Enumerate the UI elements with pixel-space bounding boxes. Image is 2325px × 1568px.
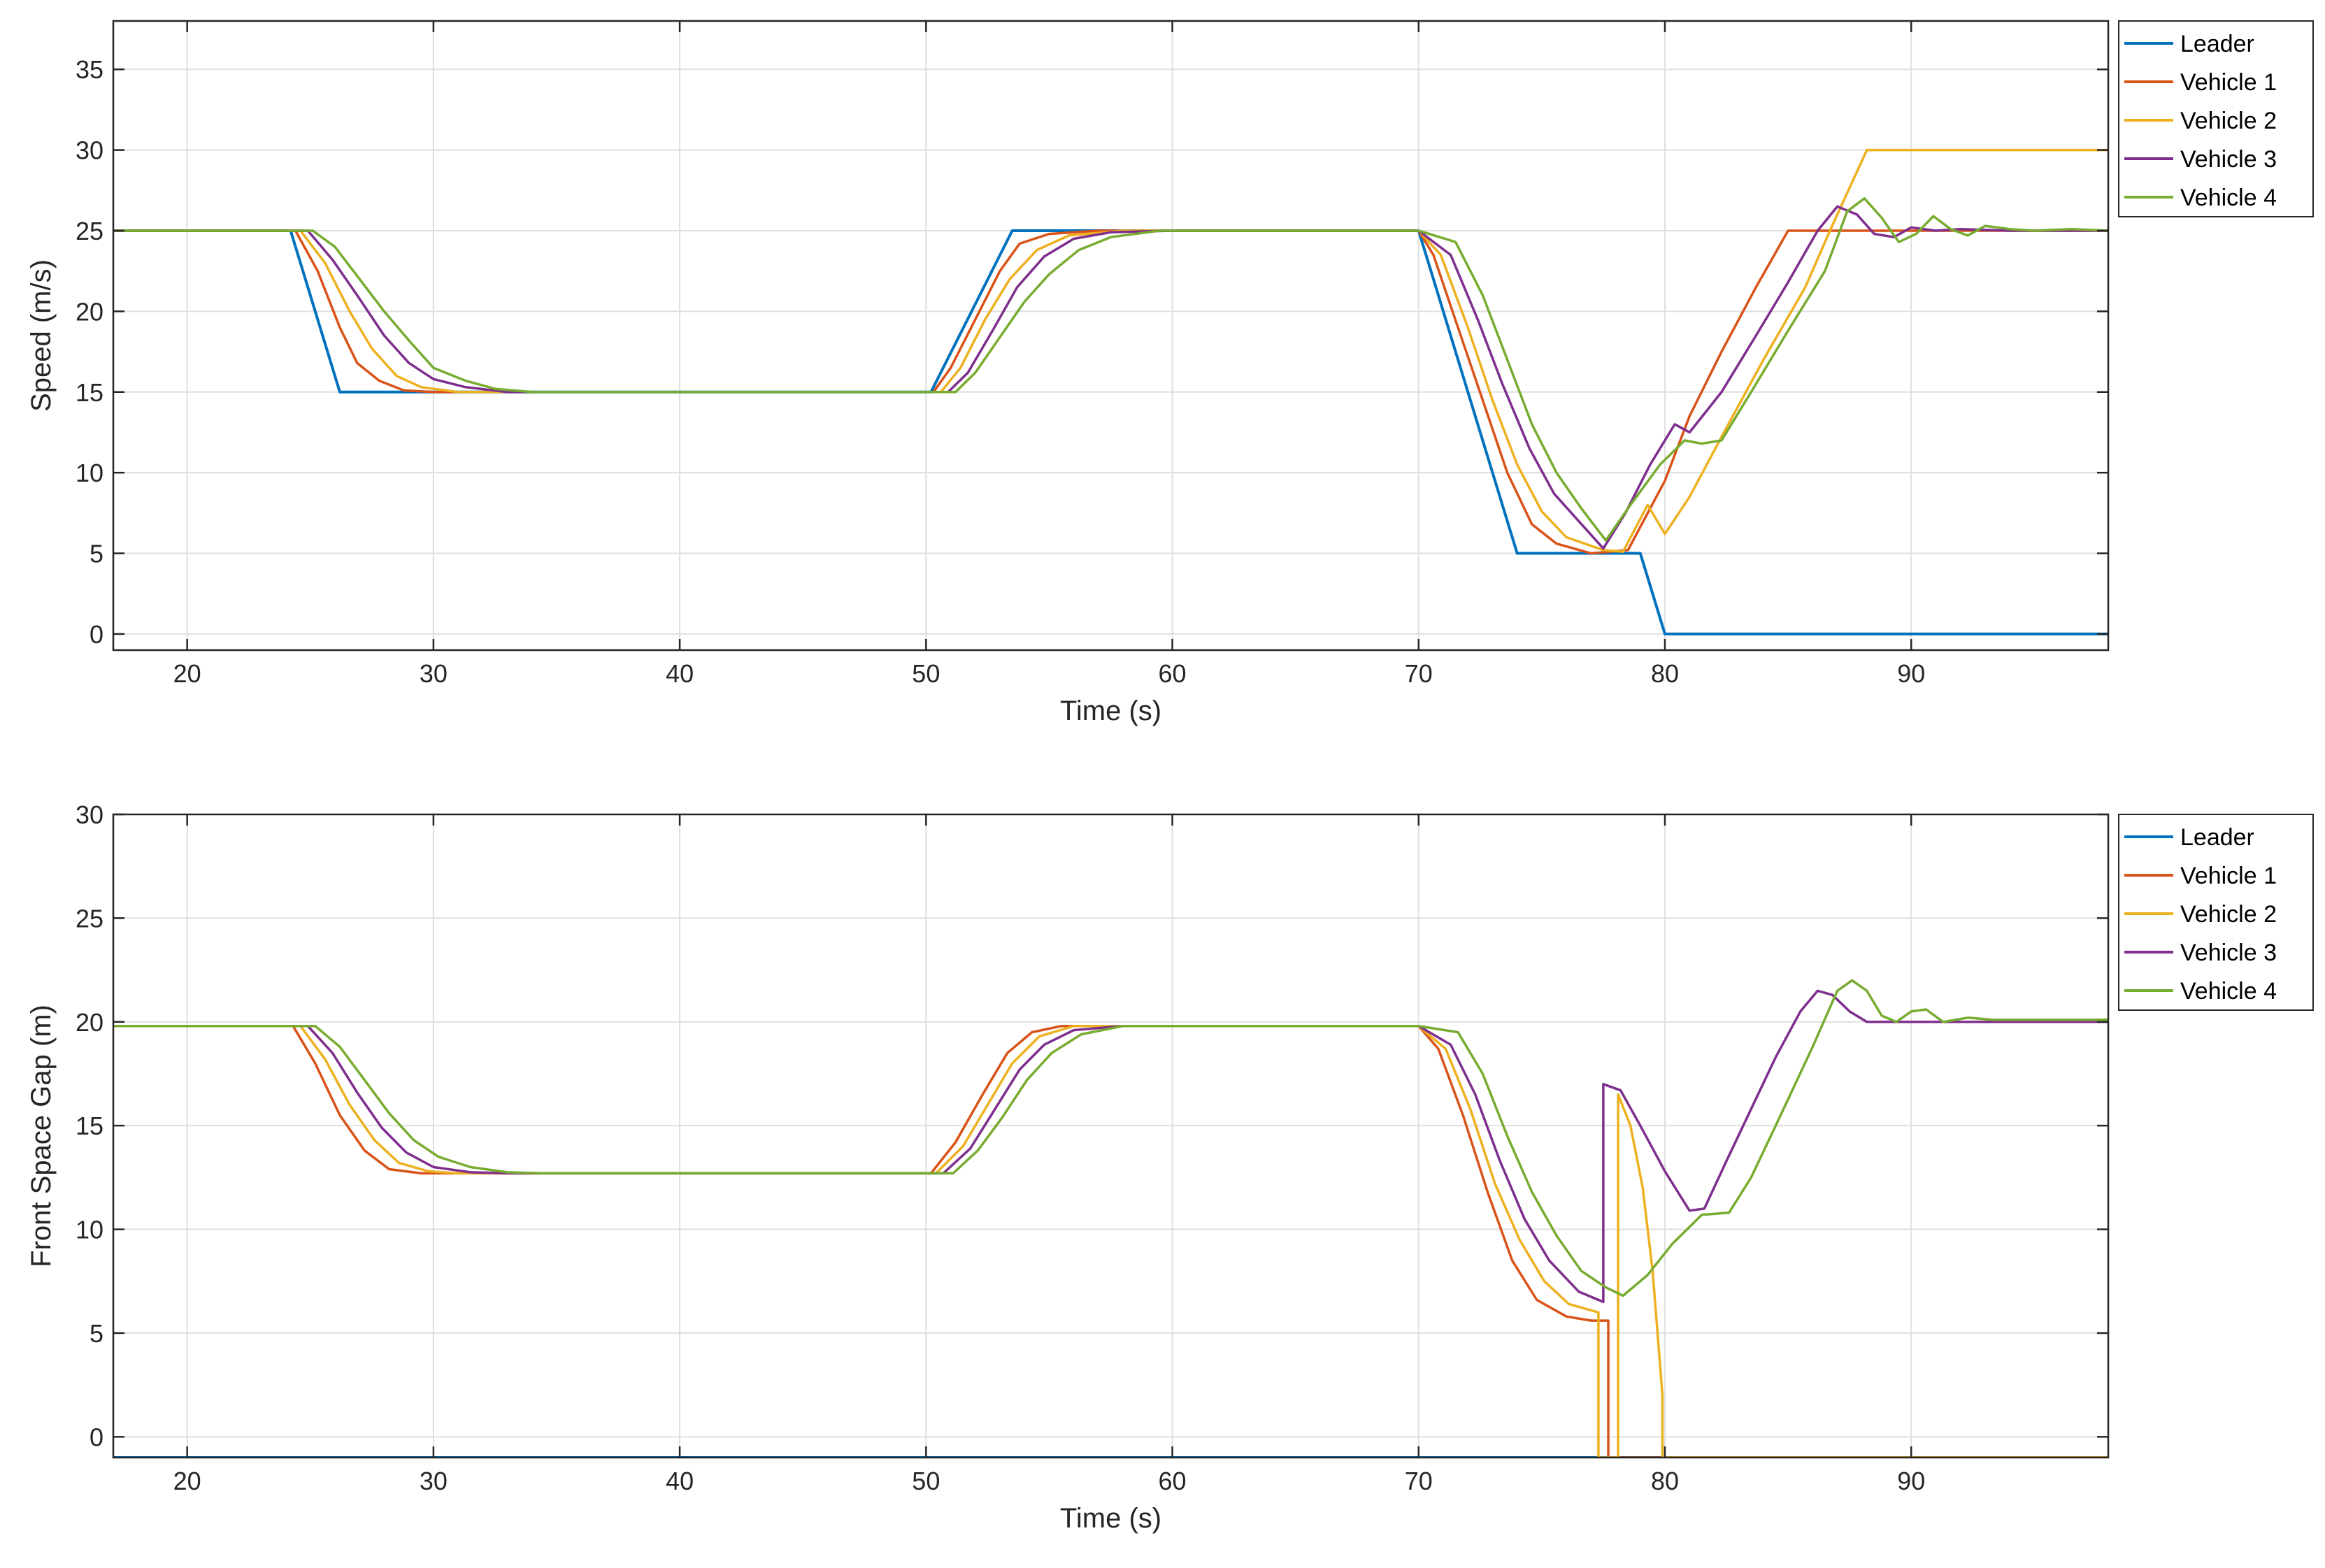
y-tick-label: 10 xyxy=(76,459,103,487)
x-tick-label: 60 xyxy=(1159,659,1187,688)
x-tick-label: 60 xyxy=(1159,1467,1187,1495)
series-line-vehicle-1 xyxy=(113,1024,2108,1458)
x-tick-label: 80 xyxy=(1651,659,1679,688)
x-tick-label: 70 xyxy=(1405,659,1433,688)
front-space-gap-chart: 20 30 40 50 60 70 80 90 0 5 10 15 20 25 30 Time (s) Fron… xyxy=(26,800,2314,1534)
plot-area xyxy=(113,814,2108,1458)
y-tick-label: 15 xyxy=(76,1112,103,1140)
y-tick-label: 25 xyxy=(76,217,103,245)
y-tick-label: 30 xyxy=(76,800,103,829)
x-tick-label: 50 xyxy=(912,1467,940,1495)
x-tick-label: 20 xyxy=(173,659,201,688)
legend-label: Leader xyxy=(2180,31,2254,57)
x-tick-label: 80 xyxy=(1651,1467,1679,1495)
series-line-vehicle-3 xyxy=(113,989,2108,1304)
y-tick-label: 25 xyxy=(76,904,103,933)
x-tick-label: 50 xyxy=(912,659,940,688)
legend-label: Vehicle 3 xyxy=(2180,146,2277,173)
legend-label: Vehicle 1 xyxy=(2180,69,2277,96)
legend-label: Vehicle 4 xyxy=(2180,978,2277,1005)
x-axis-label: Time (s) xyxy=(1060,696,1161,726)
legend-label: Vehicle 2 xyxy=(2180,108,2277,134)
legend-label: Vehicle 4 xyxy=(2180,185,2277,211)
legend: Leader Vehicle 1 Vehicle 2 Vehicle 3 Vehicle… xyxy=(2118,814,2314,1011)
y-tick-label: 20 xyxy=(76,1008,103,1037)
legend-label: Vehicle 2 xyxy=(2180,901,2277,928)
series-line-vehicle-2 xyxy=(113,148,2108,553)
y-axis-label: Speed (m/s) xyxy=(26,259,57,412)
y-tick-label: 5 xyxy=(90,540,103,568)
legend-label: Vehicle 1 xyxy=(2180,863,2277,889)
x-tick-label: 70 xyxy=(1405,1467,1433,1495)
series-line-vehicle-2 xyxy=(113,1024,2108,1458)
x-tick-label: 30 xyxy=(420,659,448,688)
series-line-vehicle-4 xyxy=(113,197,2108,542)
y-tick-label: 5 xyxy=(90,1319,103,1348)
y-tick-label: 10 xyxy=(76,1216,103,1244)
plot-area xyxy=(113,21,2108,650)
x-tick-label: 20 xyxy=(173,1467,201,1495)
legend-label: Leader xyxy=(2180,824,2254,851)
speed-chart: 20 30 40 50 60 70 80 90 0 5 10 15 20 25 30 35 Time (s) Sp… xyxy=(26,20,2314,726)
x-tick-label: 40 xyxy=(666,1467,694,1495)
y-tick-label: 20 xyxy=(76,297,103,326)
series-line-vehicle-3 xyxy=(113,205,2108,550)
legend-label: Vehicle 3 xyxy=(2180,940,2277,966)
y-axis-label: Front Space Gap (m) xyxy=(26,1005,57,1267)
x-tick-label: 90 xyxy=(1897,659,1925,688)
x-tick-label: 30 xyxy=(420,1467,448,1495)
x-tick-label: 40 xyxy=(666,659,694,688)
x-tick-label: 90 xyxy=(1897,1467,1925,1495)
x-axis-label: Time (s) xyxy=(1060,1503,1161,1534)
y-tick-label: 30 xyxy=(76,136,103,165)
series-line-vehicle-4 xyxy=(113,979,2108,1297)
y-tick-label: 0 xyxy=(90,620,103,649)
axes-frame xyxy=(112,20,2110,652)
axes-frame xyxy=(112,813,2110,1459)
legend: Leader Vehicle 1 Vehicle 2 Vehicle 3 Vehicle… xyxy=(2118,20,2314,217)
y-tick-label: 35 xyxy=(76,55,103,84)
y-tick-label: 0 xyxy=(90,1423,103,1451)
y-tick-label: 15 xyxy=(76,378,103,407)
